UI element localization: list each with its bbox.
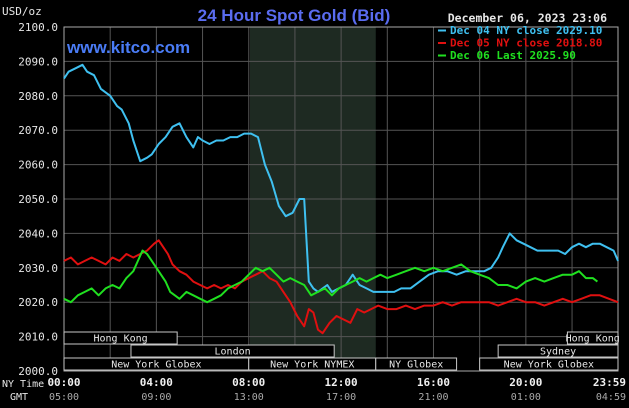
- y-tick-label: 2060.0: [18, 159, 58, 172]
- session-bar: [375, 357, 458, 371]
- y-tick-label: 2090.0: [18, 55, 58, 68]
- series-line-3: [63, 249, 599, 304]
- y-tick-label: 2020.0: [18, 296, 58, 309]
- plot-frame: [63, 26, 619, 372]
- session-bar: [497, 344, 619, 358]
- x-tick-label: 16:00: [417, 376, 450, 389]
- gmt-tick-label: 09:00: [141, 392, 171, 403]
- gmt-tick-label: 21:00: [418, 392, 448, 403]
- y-tick-label: 2070.0: [18, 124, 58, 137]
- x-tick-label: 04:00: [140, 376, 173, 389]
- y-tick-label: 2000.0: [18, 365, 58, 378]
- y-tick-label: 2040.0: [18, 227, 58, 240]
- gmt-tick-label: 01:00: [511, 392, 541, 403]
- series-line-1: [63, 63, 619, 293]
- chart-title: 24 Hour Spot Gold (Bid): [198, 6, 391, 25]
- session-label: New York NYMEX: [270, 360, 354, 371]
- y-tick-label: 2100.0: [18, 21, 58, 34]
- session-label: Sydney: [540, 347, 576, 358]
- y-unit-label: USD/oz: [2, 5, 42, 18]
- session-label: NY Globex: [389, 360, 443, 371]
- y-tick-label: 2030.0: [18, 262, 58, 275]
- legend-entry: Dec 06 Last 2025.90: [450, 49, 576, 62]
- session-label: Hong Kong: [93, 334, 147, 345]
- session-label: New York Globex: [111, 360, 201, 371]
- x-tick-label: 20:00: [509, 376, 542, 389]
- session-label: London: [215, 347, 251, 358]
- x-tick-label: 08:00: [232, 376, 265, 389]
- session-label: Hong Kong: [566, 334, 620, 345]
- gmt-tick-label: 13:00: [234, 392, 264, 403]
- session-bar: [479, 357, 619, 371]
- timestamp: December 06, 2023 23:06: [448, 11, 607, 25]
- watermark: www.kitco.com: [66, 38, 190, 57]
- x-tick-label: 00:00: [47, 376, 80, 389]
- y-tick-label: 2050.0: [18, 193, 58, 206]
- session-bar: [63, 331, 178, 345]
- x-tick-label: 23:59: [593, 376, 626, 389]
- y-tick-label: 2080.0: [18, 90, 58, 103]
- gmt-tick-label: 17:00: [326, 392, 356, 403]
- legend-entry: Dec 05 NY close 2018.80: [450, 37, 602, 50]
- legend-entry: Dec 04 NY close 2029.10: [450, 24, 602, 37]
- ny-time-axis-title: NY Time: [2, 379, 44, 390]
- session-label: New York Globex: [504, 360, 594, 371]
- series-line-2: [63, 239, 619, 335]
- gmt-tick-label: 04:59: [596, 392, 626, 403]
- gmt-axis-title: GMT: [10, 392, 28, 403]
- y-tick-label: 2010.0: [18, 331, 58, 344]
- session-bar: [130, 344, 335, 358]
- gmt-tick-label: 05:00: [49, 392, 79, 403]
- x-tick-label: 12:00: [325, 376, 358, 389]
- session-bar: [566, 331, 619, 345]
